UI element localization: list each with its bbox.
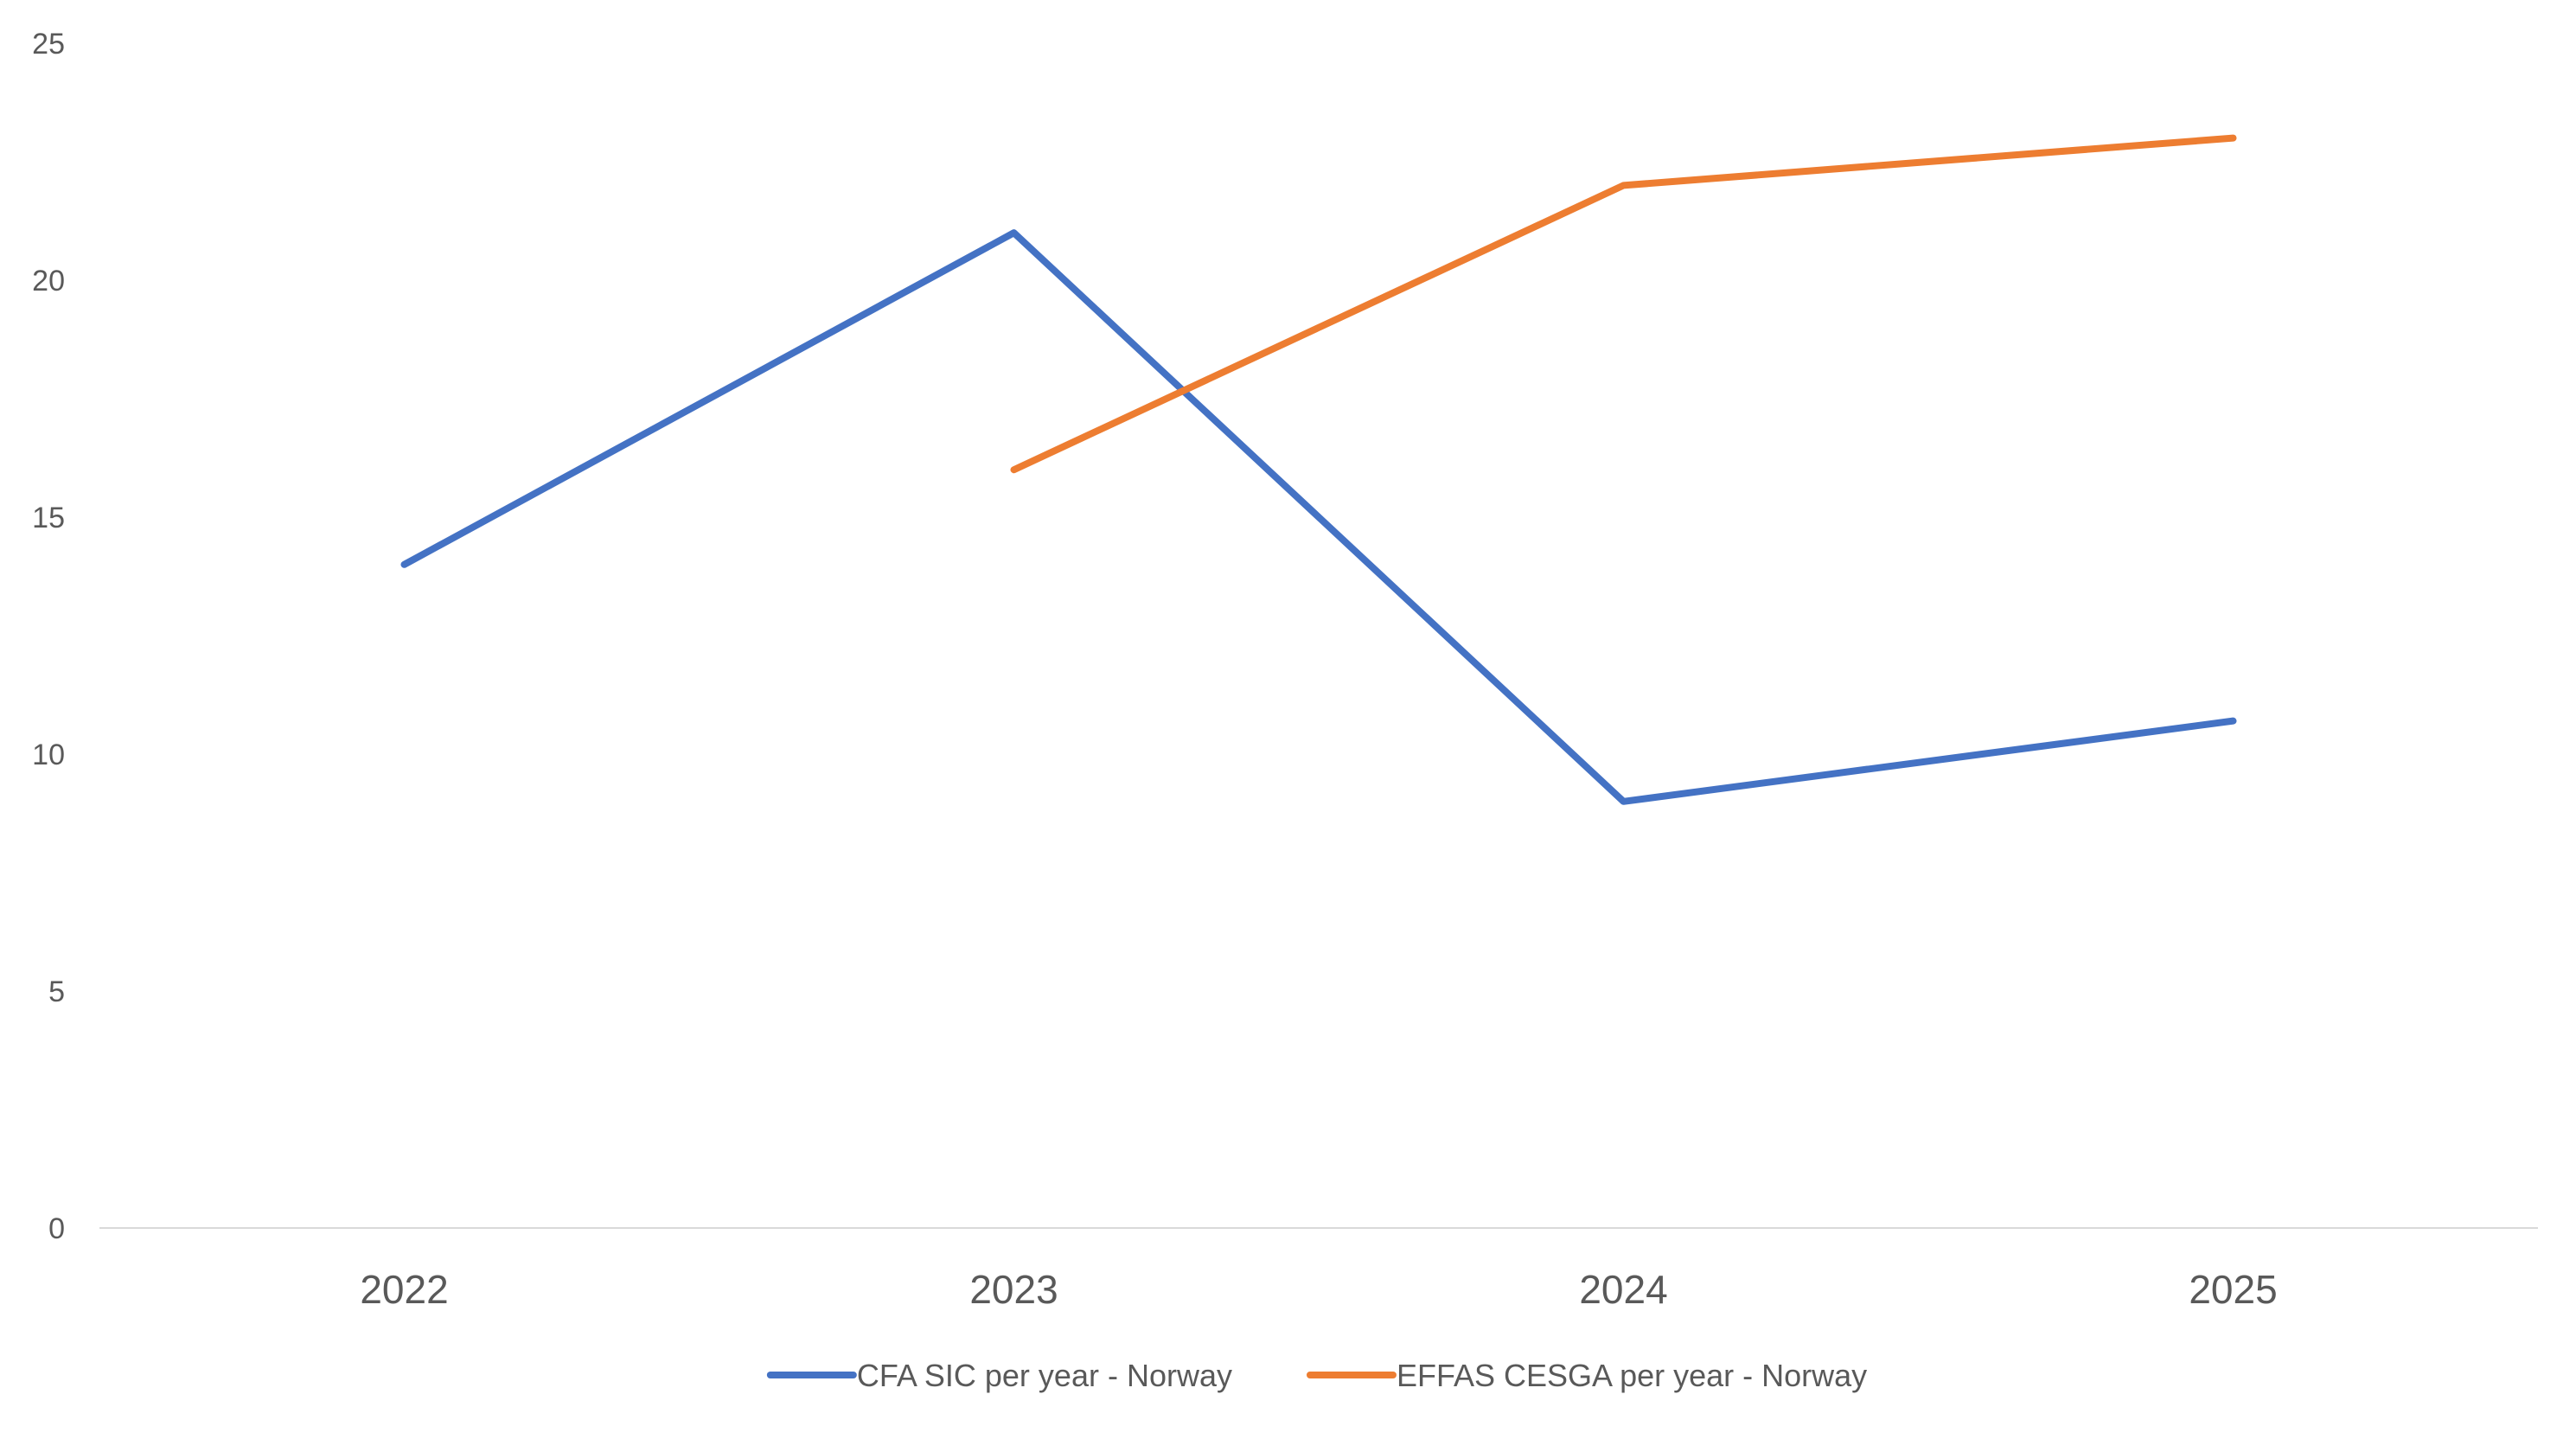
legend-label: EFFAS CESGA per year - Norway bbox=[1397, 1358, 1867, 1393]
series-line-0 bbox=[405, 233, 2234, 802]
y-tick-label: 20 bbox=[32, 265, 65, 297]
series-lines bbox=[404, 138, 2233, 802]
x-tick-label: 2022 bbox=[360, 1267, 448, 1312]
y-tick-label: 15 bbox=[32, 502, 65, 534]
legend-label: CFA SIC per year - Norway bbox=[857, 1358, 1232, 1393]
series-line-1 bbox=[1014, 138, 2234, 470]
x-tick-label: 2024 bbox=[1579, 1267, 1667, 1312]
x-tick-label: 2023 bbox=[969, 1267, 1058, 1312]
x-axis-ticks: 2022 2023 2024 2025 bbox=[360, 1267, 2277, 1312]
y-tick-label: 5 bbox=[48, 975, 65, 1008]
legend: CFA SIC per year - Norway EFFAS CESGA per… bbox=[770, 1358, 1867, 1393]
legend-item: CFA SIC per year - Norway bbox=[770, 1358, 1232, 1393]
y-tick-label: 0 bbox=[48, 1212, 65, 1245]
y-axis-ticks: 0 5 10 15 20 25 bbox=[32, 28, 65, 1245]
y-tick-label: 10 bbox=[32, 739, 65, 771]
x-tick-label: 2025 bbox=[2189, 1267, 2277, 1312]
y-tick-label: 25 bbox=[32, 28, 65, 61]
legend-item: EFFAS CESGA per year - Norway bbox=[1310, 1358, 1867, 1393]
